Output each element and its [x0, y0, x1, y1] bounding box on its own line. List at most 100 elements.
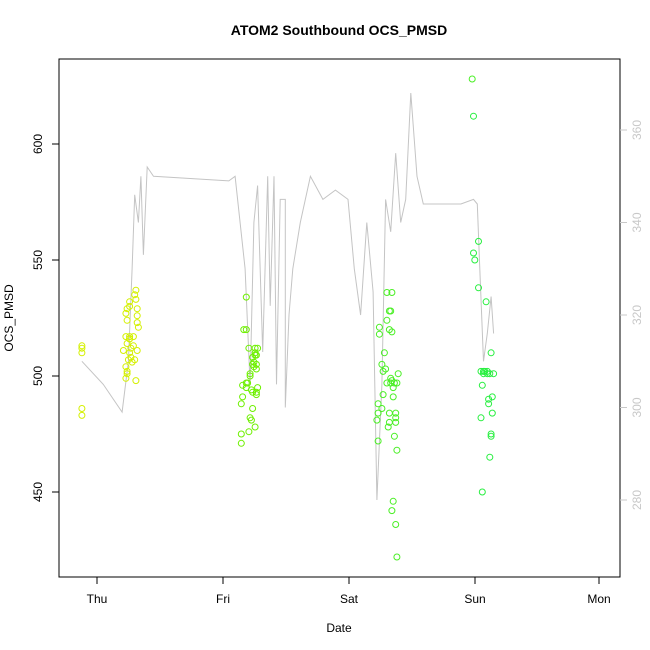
data-point	[392, 414, 400, 422]
data-point	[249, 405, 257, 412]
data-point	[375, 330, 383, 338]
secondary-y-axis: 280 300 320 340 360	[620, 120, 644, 510]
data-point	[122, 374, 130, 382]
data-point	[251, 351, 259, 359]
data-point	[387, 307, 395, 315]
data-point	[133, 347, 141, 354]
data-point	[488, 393, 496, 401]
data-point	[374, 400, 382, 408]
data-point	[389, 384, 397, 392]
data-point	[251, 344, 259, 352]
y2-tick-label: 280	[630, 490, 644, 510]
data-point	[471, 256, 479, 264]
x-axis-label: Date	[326, 621, 352, 635]
data-point	[126, 335, 134, 343]
data-point	[123, 367, 131, 375]
data-point	[490, 370, 498, 378]
data-point	[127, 353, 135, 361]
data-point	[237, 430, 245, 438]
chart-title: ATOM2 Southbound OCS_PMSD	[231, 22, 447, 38]
data-point	[133, 305, 141, 313]
line-layer	[81, 92, 495, 501]
data-point	[252, 391, 260, 399]
data-point	[242, 326, 250, 334]
data-point	[245, 428, 253, 436]
data-point	[470, 112, 477, 120]
data-point	[393, 553, 401, 561]
data-point	[373, 416, 381, 424]
data-point	[134, 323, 142, 331]
x-tick-label: Mon	[587, 592, 610, 606]
y-tick-label: 550	[31, 250, 45, 270]
data-point	[375, 323, 383, 331]
data-point	[237, 439, 245, 447]
data-point	[389, 497, 397, 505]
data-point	[393, 446, 401, 454]
data-point	[78, 349, 86, 357]
data-point	[133, 312, 141, 320]
data-point	[485, 400, 493, 408]
y2-tick-label: 320	[630, 305, 644, 325]
data-point	[123, 316, 131, 324]
data-point	[392, 521, 400, 528]
y-axis-label: OCS_PMSD	[2, 284, 16, 352]
x-tick-label: Sat	[340, 592, 359, 606]
data-point	[475, 284, 482, 292]
data-point	[78, 405, 86, 412]
data-point	[129, 342, 137, 350]
data-point	[477, 414, 485, 422]
data-point	[129, 333, 137, 341]
data-point	[486, 453, 494, 461]
data-point	[250, 363, 258, 371]
data-point	[122, 363, 130, 371]
data-point	[475, 237, 482, 245]
data-point	[126, 302, 134, 310]
data-point	[126, 333, 134, 341]
data-point	[380, 349, 388, 357]
y2-tick-label: 360	[630, 120, 644, 140]
data-point	[382, 365, 390, 373]
data-point	[123, 370, 131, 378]
data-point	[250, 358, 258, 366]
data-point	[133, 319, 141, 327]
data-point	[384, 423, 392, 431]
data-point	[482, 298, 490, 306]
y2-tick-label: 340	[630, 212, 644, 232]
data-point	[78, 344, 86, 352]
data-point	[487, 432, 495, 440]
data-point	[385, 409, 393, 417]
data-point	[478, 488, 486, 496]
x-tick-label: Thu	[87, 592, 108, 606]
plot-frame	[58, 58, 621, 578]
data-point	[389, 393, 397, 401]
data-point	[128, 358, 136, 366]
y-axis: 450 500 550 600	[31, 134, 59, 502]
data-point	[122, 333, 130, 341]
data-point	[254, 344, 262, 352]
data-point	[240, 326, 248, 334]
data-point	[132, 295, 140, 303]
data-point	[487, 430, 495, 438]
data-point	[131, 291, 139, 299]
data-point	[488, 409, 496, 417]
data-point	[242, 293, 250, 301]
data-point	[388, 289, 396, 296]
data-point	[132, 377, 140, 385]
data-point	[252, 388, 260, 396]
data-point	[485, 395, 493, 403]
data-point	[122, 309, 130, 317]
data-point	[119, 347, 127, 354]
data-point	[393, 379, 401, 387]
y2-tick-label: 300	[630, 397, 644, 417]
data-point	[383, 316, 391, 324]
data-point	[480, 370, 487, 378]
data-point	[390, 379, 398, 387]
y-tick-label: 500	[31, 366, 45, 386]
x-axis: Thu Fri Sat Sun Mon	[87, 577, 611, 606]
data-point	[379, 391, 387, 399]
data-point	[242, 379, 250, 387]
data-point	[246, 372, 254, 380]
data-point	[383, 289, 391, 296]
data-point	[374, 437, 382, 445]
